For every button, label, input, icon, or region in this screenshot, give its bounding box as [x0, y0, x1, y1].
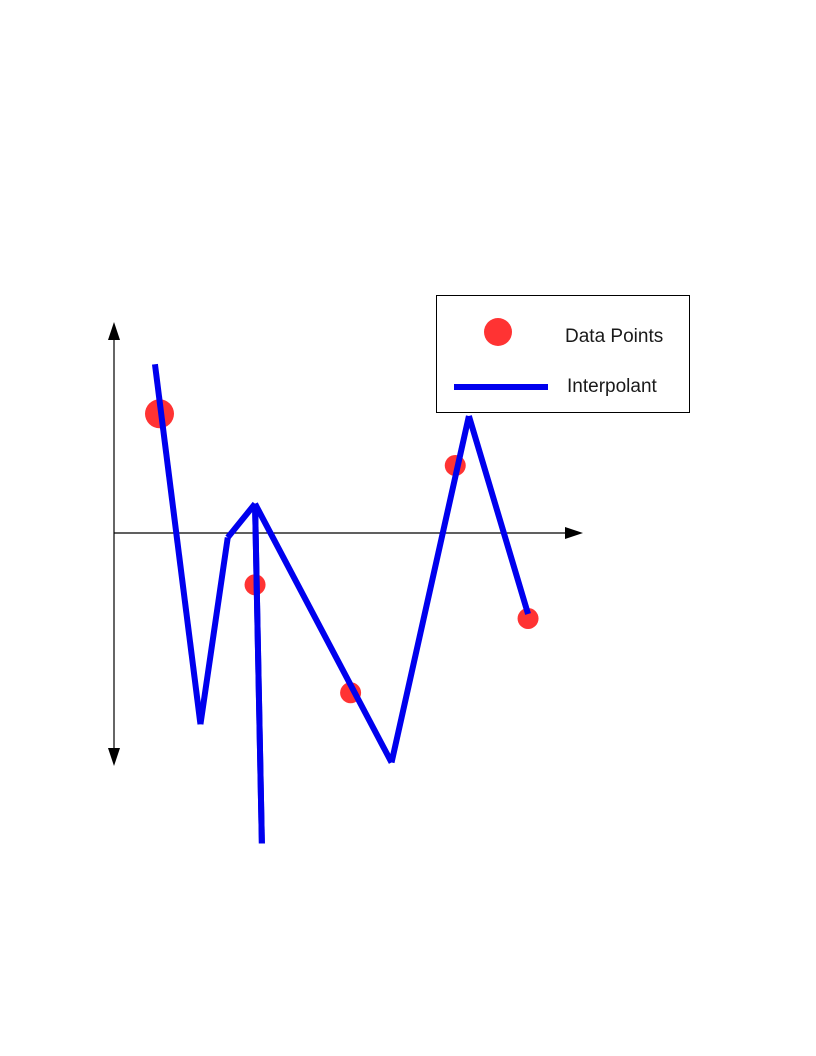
interpolant-segment-6: [252, 502, 395, 764]
legend-data-points-marker: [484, 318, 512, 346]
legend-data-points-label: Data Points: [565, 326, 664, 347]
interpolant-segment-2: [197, 537, 231, 725]
interpolant-segment-5: [252, 503, 265, 844]
interpolant-segment-1: [151, 363, 204, 725]
legend-interpolant-label: Interpolant: [567, 376, 657, 397]
y-axis-arrow-down: [108, 748, 120, 766]
interpolant-segment-3: [225, 501, 258, 540]
legend: Data Points Interpolant: [436, 295, 690, 413]
series-layer: [145, 363, 539, 844]
legend-interpolant-marker: [454, 384, 548, 390]
interpolant-segment-8: [466, 415, 531, 615]
data-point-5: [517, 608, 539, 629]
interpolant-segment-7: [388, 415, 472, 764]
x-axis-arrow-right: [565, 527, 583, 539]
y-axis-arrow-up: [108, 322, 120, 340]
